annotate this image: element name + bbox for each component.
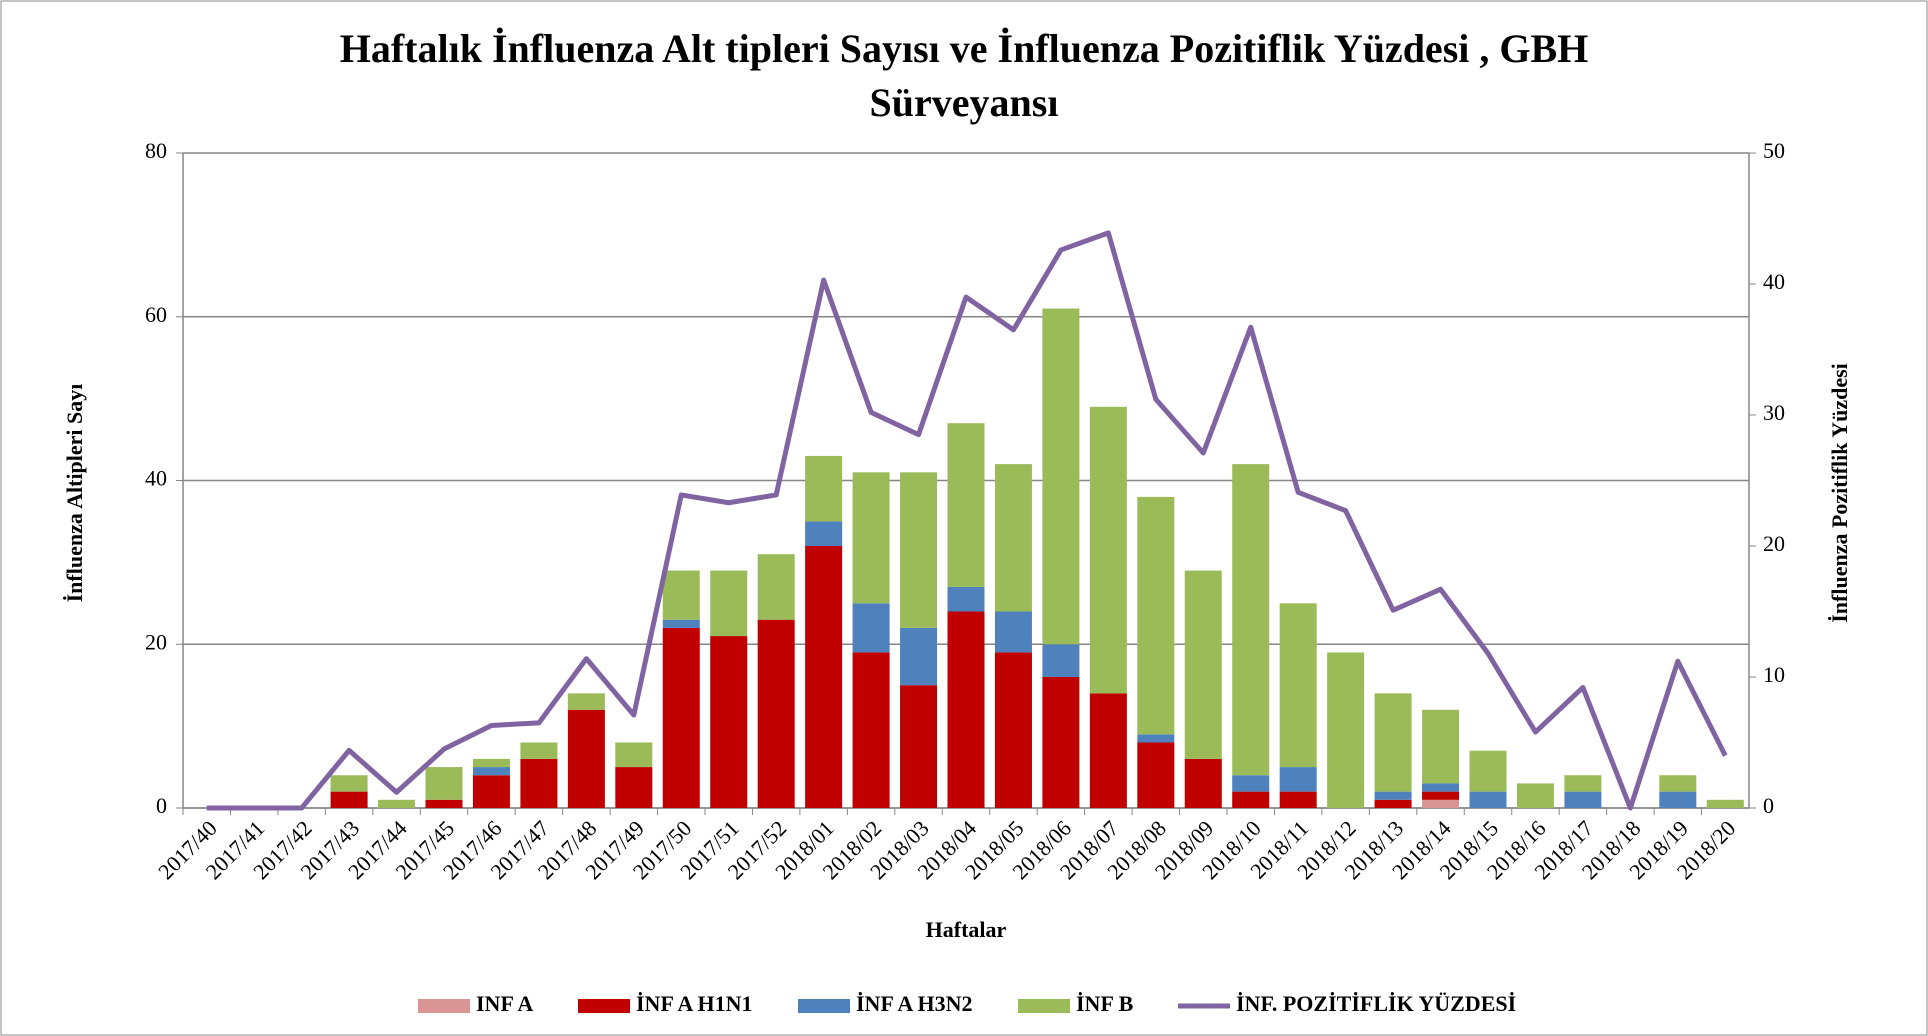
bar (710, 636, 748, 808)
bar (900, 627, 938, 686)
bar (1089, 693, 1127, 808)
bar (1232, 775, 1270, 792)
y2-tick-label: 40 (1763, 269, 1785, 294)
bar (520, 742, 558, 759)
bar (900, 685, 938, 808)
bar (1659, 791, 1697, 808)
bar (710, 570, 748, 637)
bar (520, 758, 558, 808)
bar (900, 472, 938, 628)
bar (1089, 406, 1127, 694)
bar (378, 799, 416, 808)
bar (947, 611, 985, 808)
bar (567, 693, 605, 710)
chart-title: Haftalık İnfluenza Alt tipleri Sayısı ve… (339, 26, 1589, 125)
bar (662, 570, 700, 620)
legend-label: INF A (476, 991, 533, 1016)
bar (1279, 603, 1317, 768)
bar (805, 455, 843, 522)
bar (1042, 308, 1080, 645)
bar (1422, 791, 1460, 800)
bar (1659, 775, 1697, 792)
y2-tick-label: 20 (1763, 531, 1785, 556)
bar (1184, 758, 1222, 808)
bar (662, 627, 700, 808)
bar (615, 742, 653, 768)
bar (852, 472, 890, 604)
line (206, 230, 1728, 811)
bar (615, 767, 653, 808)
bar (1374, 791, 1412, 800)
bar (1374, 799, 1412, 808)
bar (994, 611, 1032, 653)
legend-swatch (1018, 999, 1070, 1013)
bar (1422, 709, 1460, 784)
bar (994, 464, 1032, 612)
bar (757, 554, 795, 620)
bar (757, 619, 795, 808)
bar (1042, 644, 1080, 677)
legend-label: İNF A H3N2 (856, 991, 973, 1016)
y-tick-label: 0 (156, 793, 167, 818)
y2-axis-label: İnfluenza Pozitiflik Yüzdesi (1827, 363, 1852, 623)
bar (947, 586, 985, 612)
bar (1137, 734, 1175, 743)
y2-tick-label: 50 (1763, 138, 1785, 163)
bar (852, 603, 890, 653)
y2-tick-label: 10 (1763, 662, 1785, 687)
bar (805, 521, 843, 546)
legend-label: İNF. POZİTİFLİK YÜZDESİ (1236, 991, 1516, 1016)
y-axis-label: İnfluenza Altipleri Sayı (62, 383, 87, 603)
bar (330, 775, 368, 792)
legend-swatch (578, 999, 630, 1013)
bar (425, 767, 463, 800)
bar (994, 652, 1032, 808)
bar (1137, 742, 1175, 808)
bar (1232, 464, 1270, 776)
bar (1469, 750, 1507, 792)
bar (947, 423, 985, 587)
y2-tick-label: 30 (1763, 400, 1785, 425)
y-tick-label: 40 (145, 466, 167, 491)
y-tick-label: 80 (145, 138, 167, 163)
bar (1327, 652, 1365, 808)
bar (1422, 799, 1460, 808)
y2-tick-label: 0 (1763, 793, 1774, 818)
bar (1137, 496, 1175, 735)
bar (1564, 791, 1602, 808)
y-tick-label: 60 (145, 302, 167, 327)
bar (1279, 791, 1317, 808)
bar (662, 619, 700, 628)
x-axis-label: Haftalar (926, 917, 1007, 942)
bar (425, 799, 463, 808)
legend-swatch (418, 999, 470, 1013)
legend-label: İNF A H1N1 (636, 991, 753, 1016)
bar (1516, 783, 1554, 808)
bar (1374, 693, 1412, 792)
y-tick-label: 20 (145, 629, 167, 654)
bar (1279, 767, 1317, 792)
bar (1042, 677, 1080, 808)
bar (472, 767, 510, 776)
bar (1469, 791, 1507, 808)
bar (1184, 570, 1222, 759)
legend-swatch (798, 999, 850, 1013)
bar (1706, 799, 1744, 808)
bar (1564, 775, 1602, 792)
bar (330, 791, 368, 808)
bar (852, 652, 890, 808)
bar (567, 709, 605, 808)
bar (1232, 791, 1270, 808)
legend-label: İNF B (1076, 991, 1134, 1016)
bar (472, 758, 510, 768)
bar (472, 775, 510, 808)
bar (805, 546, 843, 808)
bar (1422, 783, 1460, 792)
